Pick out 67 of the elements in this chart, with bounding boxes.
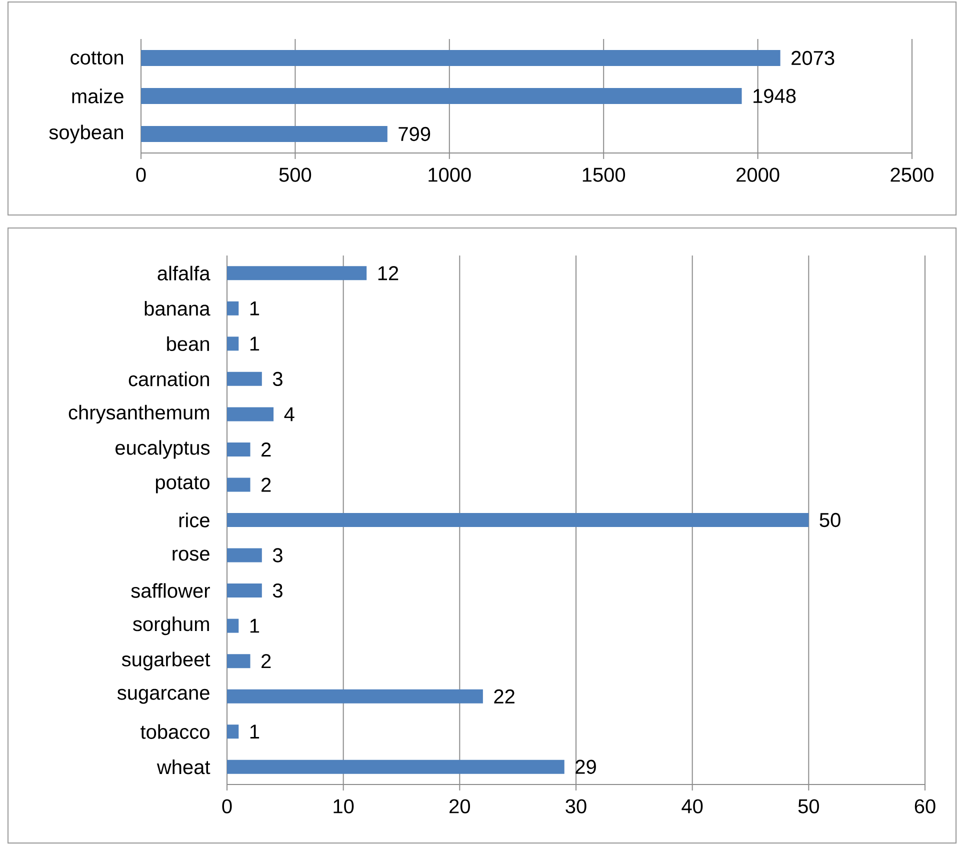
data-label: 799 (398, 126, 430, 142)
y-tick-label: potato (156, 476, 210, 494)
y-tick-label: chrysanthemum (68, 404, 209, 424)
y-tick-label: wheat (156, 760, 210, 774)
data-label: 22 (494, 689, 514, 704)
bar (227, 372, 262, 386)
x-tick-label: 40 (682, 799, 703, 814)
bar (141, 50, 780, 66)
bar (227, 266, 367, 280)
y-tick-label: sugarbeet (122, 652, 210, 670)
bar (227, 407, 274, 422)
bar (227, 336, 239, 351)
y-tick-label: maize (72, 88, 124, 104)
x-tick-label: 1500 (582, 168, 626, 182)
data-label: 1 (250, 302, 260, 316)
y-tick-label: bean (167, 336, 209, 352)
data-label: 1 (250, 618, 260, 633)
x-tick-label: 50 (798, 799, 819, 814)
y-tick-label: rose (172, 550, 210, 561)
x-tick-label: 20 (450, 799, 470, 814)
data-label: 2073 (792, 50, 834, 66)
y-tick-label: rice (179, 512, 210, 528)
x-tick-label: 500 (279, 168, 312, 182)
x-tick-label: 2000 (736, 168, 780, 182)
data-label: 12 (378, 266, 398, 280)
bar (227, 548, 262, 562)
y-tick-label: tobacco (140, 724, 210, 739)
bar (227, 689, 483, 704)
x-tick-label: 2500 (890, 168, 934, 182)
bar (227, 724, 239, 739)
bar (141, 88, 742, 104)
y-tick-label: sugarcane (117, 688, 210, 704)
data-label: 50 (820, 512, 840, 528)
y-tick-label: safflower (131, 583, 210, 598)
data-label: 29 (576, 760, 596, 774)
bar (227, 478, 250, 492)
bar (227, 618, 239, 633)
bar (227, 654, 250, 668)
data-label: 1 (250, 336, 260, 351)
data-label: 1 (250, 724, 260, 738)
x-tick-label: 60 (914, 799, 936, 814)
y-tick-label: soybean (49, 124, 123, 144)
bar (227, 301, 239, 316)
data-label: 4 (284, 407, 294, 422)
data-label: 1948 (754, 88, 796, 104)
y-tick-label: sorghum (133, 616, 209, 636)
x-tick-label: 0 (136, 168, 146, 182)
data-label: 2 (262, 478, 271, 492)
bar (141, 126, 388, 142)
y-tick-label: cotton (70, 51, 123, 65)
data-label: 3 (272, 548, 282, 562)
data-label: 2 (262, 442, 271, 456)
bar (227, 584, 262, 598)
data-label: 3 (272, 372, 282, 386)
bar (227, 513, 809, 527)
y-tick-label: eucalyptus (116, 440, 210, 459)
bar (227, 442, 250, 456)
x-tick-label: 10 (334, 799, 354, 814)
bar (227, 760, 564, 774)
x-tick-label: 1000 (428, 168, 471, 182)
data-label: 2 (262, 654, 271, 668)
data-label: 3 (272, 583, 282, 598)
x-tick-label: 30 (566, 799, 586, 814)
y-tick-label: carnation (128, 372, 209, 386)
x-tick-label: 0 (222, 799, 232, 814)
y-tick-label: alfalfa (158, 266, 210, 280)
y-tick-label: banana (144, 301, 210, 316)
